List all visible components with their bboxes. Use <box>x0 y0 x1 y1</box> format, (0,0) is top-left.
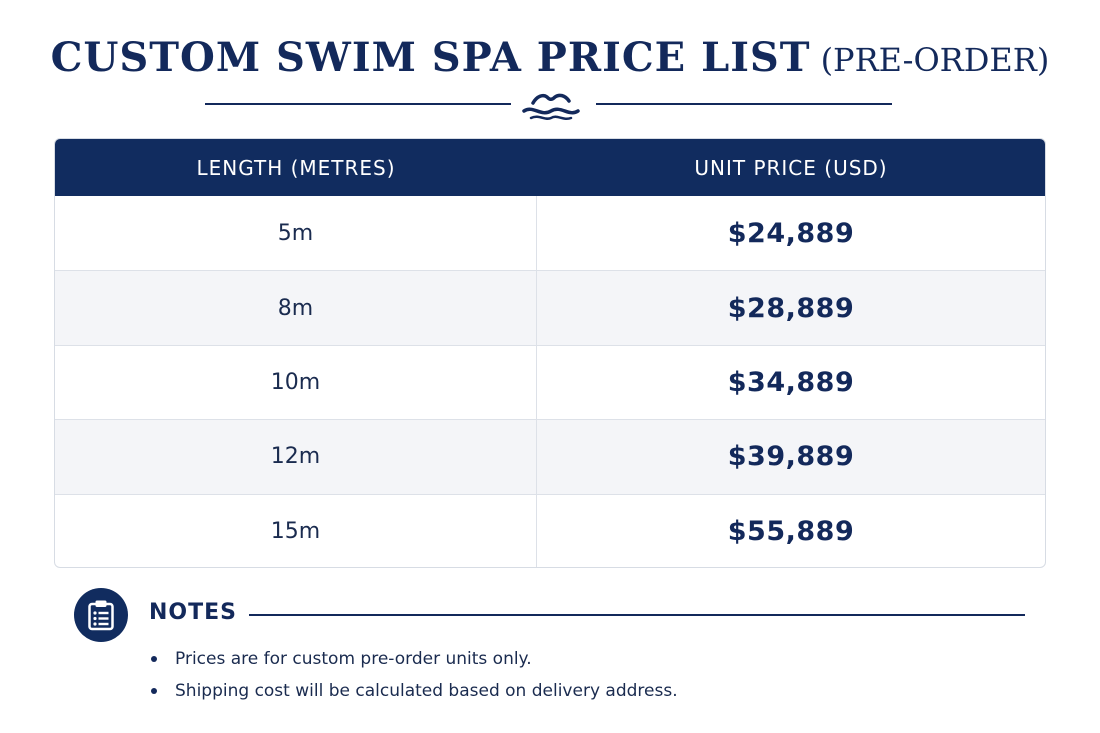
bullet-icon <box>151 656 157 662</box>
price-cell: $28,889 <box>727 292 855 324</box>
title-block: CUSTOM SWIM SPA PRICE LIST (PRE-ORDER) <box>0 34 1100 81</box>
price-table: LENGTH (METRES) UNIT PRICE (USD) 5m $24,… <box>54 138 1046 568</box>
price-cell: $34,889 <box>727 366 855 398</box>
notes-divider <box>249 614 1025 616</box>
column-header-price: UNIT PRICE (USD) <box>694 155 888 180</box>
table-row: 8m $28,889 <box>55 270 1045 345</box>
price-cell: $24,889 <box>727 217 855 249</box>
notes-list: Prices are for custom pre-order units on… <box>150 648 678 712</box>
page-subtitle: (PRE-ORDER) <box>820 41 1050 79</box>
table-row: 15m $55,889 <box>55 493 1045 567</box>
table-row: 12m $39,889 <box>55 419 1045 494</box>
title-divider-left <box>205 103 511 105</box>
page-title: CUSTOM SWIM SPA PRICE LIST <box>50 34 811 81</box>
title-divider-right <box>596 103 892 105</box>
price-cell: $55,889 <box>727 515 855 547</box>
list-item: Prices are for custom pre-order units on… <box>150 648 678 680</box>
note-text: Shipping cost will be calculated based o… <box>175 681 678 701</box>
list-item: Shipping cost will be calculated based o… <box>150 680 678 712</box>
table-row: 5m $24,889 <box>55 196 1045 271</box>
clipboard-list-icon <box>74 588 128 642</box>
table-row: 10m $34,889 <box>55 344 1045 420</box>
table-body: 5m $24,889 8m $28,889 10m $34,889 12m $3… <box>55 196 1045 567</box>
note-text: Prices are for custom pre-order units on… <box>175 649 532 669</box>
column-header-length: LENGTH (METRES) <box>196 155 396 180</box>
price-cell: $39,889 <box>727 441 855 473</box>
length-cell: 12m <box>55 420 537 494</box>
length-cell: 15m <box>55 494 537 567</box>
notes-title: NOTES <box>149 600 237 625</box>
water-waves-icon <box>522 93 580 120</box>
length-cell: 5m <box>55 196 537 271</box>
bullet-icon <box>151 688 157 694</box>
length-cell: 8m <box>55 271 537 345</box>
length-cell: 10m <box>55 345 537 420</box>
table-header: LENGTH (METRES) UNIT PRICE (USD) <box>55 139 1045 196</box>
